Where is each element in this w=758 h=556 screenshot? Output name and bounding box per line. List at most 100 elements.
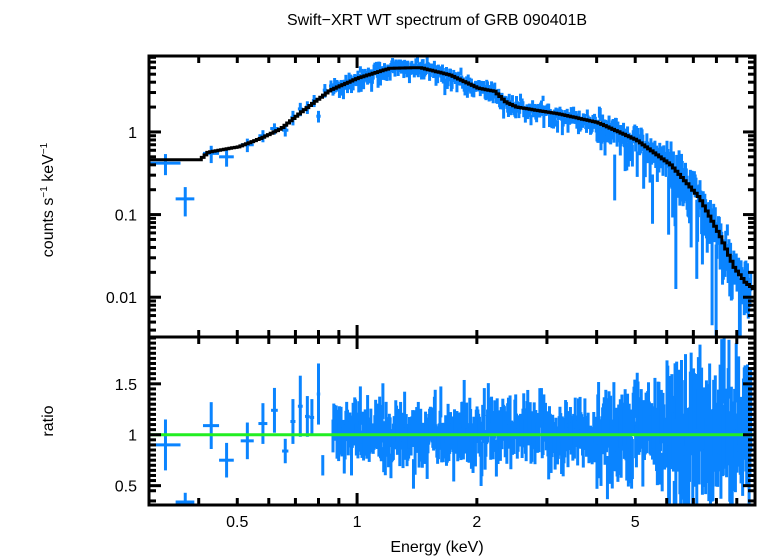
data-point <box>694 177 698 194</box>
ratio-point <box>282 438 289 464</box>
x-tick-label: 0.5 <box>226 514 248 531</box>
spectrum-panel: 0.01 0.1 1 <box>106 55 757 337</box>
ratio-point <box>381 383 385 419</box>
spectrum-frame <box>147 54 757 339</box>
data-point <box>566 120 570 133</box>
model-line <box>149 66 757 291</box>
ratio-point <box>691 442 695 505</box>
x-axis-label: Energy (keV) <box>390 539 483 556</box>
ratio-frame <box>147 335 757 507</box>
ratio-point <box>480 441 484 477</box>
spectrum-y-ticks: 0.01 0.1 1 <box>106 55 755 332</box>
data-point <box>529 115 533 126</box>
data-point <box>531 100 535 107</box>
data-point <box>541 95 545 102</box>
data-point <box>648 155 652 183</box>
ratio-point <box>633 379 637 418</box>
ratio-point <box>489 422 493 460</box>
ratio-point <box>305 396 310 437</box>
ratio-point <box>734 343 738 403</box>
ratio-point <box>383 445 387 476</box>
spectrum-y-axis-label: counts s−1 keV−1 <box>39 142 57 257</box>
ratio-point <box>630 439 634 480</box>
ratio-point <box>378 396 382 436</box>
y-tick-label: 0.01 <box>106 290 137 307</box>
ylabel-superscript: −1 <box>39 186 50 198</box>
ratio-point <box>439 386 443 418</box>
ratio-point <box>219 442 234 478</box>
y-tick-label: 0.1 <box>115 208 137 225</box>
data-point <box>149 154 181 176</box>
ratio-point <box>350 446 354 476</box>
data-point <box>598 107 602 122</box>
ratio-data-series <box>149 337 753 507</box>
ratio-point <box>671 412 675 472</box>
ratio-point <box>605 455 609 500</box>
ratio-point <box>467 426 471 463</box>
data-point <box>585 121 589 133</box>
ratio-point <box>403 391 407 428</box>
data-point <box>725 224 729 236</box>
ratio-point <box>745 426 749 487</box>
data-point <box>378 61 382 70</box>
chart-title: Swift−XRT WT spectrum of GRB 090401B <box>287 12 587 29</box>
data-point <box>635 151 639 177</box>
data-point <box>507 93 511 101</box>
data-point <box>316 110 321 123</box>
ratio-point <box>416 401 420 438</box>
data-point <box>376 72 380 88</box>
data-point <box>443 78 447 96</box>
ratio-point <box>452 444 456 482</box>
ratio-point <box>297 375 303 437</box>
y-tick-label: 1 <box>128 428 137 445</box>
ratio-point <box>482 388 486 416</box>
ratio-point <box>634 425 638 468</box>
ratio-point <box>597 382 601 438</box>
axes-frames <box>147 54 757 507</box>
data-point <box>630 144 634 167</box>
data-point <box>677 150 681 170</box>
ratio-point <box>667 445 671 505</box>
ratio-point <box>727 339 731 399</box>
ratio-y-axis-label: ratio <box>40 405 57 436</box>
data-point <box>359 77 363 92</box>
ratio-point <box>387 434 391 468</box>
ratio-point <box>679 461 683 505</box>
ratio-point <box>175 492 195 505</box>
ratio-point <box>398 437 402 467</box>
y-tick-label: 1.5 <box>115 377 137 394</box>
spectrum-data-series <box>149 56 753 337</box>
ratio-point <box>290 399 296 444</box>
data-point <box>556 120 560 133</box>
ratio-point <box>684 354 688 446</box>
ratio-panel: 0.5 1 1.5 <box>115 336 755 507</box>
x-tick-label: 2 <box>472 514 481 531</box>
data-point <box>651 174 655 224</box>
data-point <box>502 105 506 119</box>
x-tick-label: 5 <box>631 514 640 531</box>
data-point <box>689 186 693 248</box>
data-point <box>484 90 488 101</box>
data-point <box>714 244 718 337</box>
ratio-point <box>433 389 437 428</box>
ratio-point <box>462 379 466 417</box>
data-point <box>585 109 589 117</box>
x-tick-label: 1 <box>353 514 362 531</box>
data-point <box>710 226 714 326</box>
ylabel-part: counts s <box>40 198 57 258</box>
data-point <box>459 67 463 76</box>
ratio-point <box>660 452 664 492</box>
data-point <box>542 115 546 128</box>
ratio-point <box>240 422 254 460</box>
ratio-point <box>358 386 362 425</box>
ratio-point <box>576 434 580 466</box>
ratio-point <box>271 387 278 433</box>
ylabel-part: keV <box>40 154 57 186</box>
data-point <box>597 122 601 143</box>
data-point <box>436 72 440 84</box>
ratio-point <box>708 363 712 440</box>
y-tick-label: 1 <box>128 125 137 142</box>
ratio-point <box>655 434 659 486</box>
ratio-point <box>722 337 726 404</box>
